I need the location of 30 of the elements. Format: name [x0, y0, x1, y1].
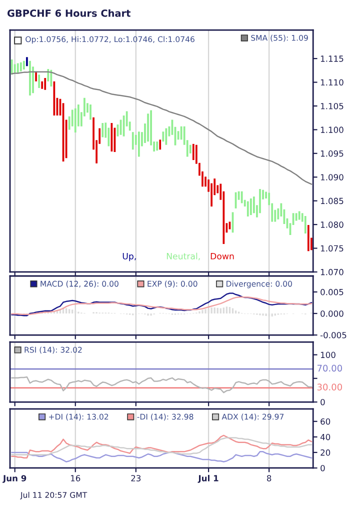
y-tick-label: 40 [320, 434, 330, 440]
y-tick-label: -0.005 [320, 332, 346, 338]
y-tick-label: 1.075 [320, 245, 344, 252]
y-tick-label: 1.080 [320, 222, 344, 228]
y-tick-label: 1.105 [320, 102, 344, 110]
ref-line-label: 70.00 [317, 364, 342, 372]
y-tick-label: 20 [320, 449, 330, 456]
text: Neutral, [166, 252, 200, 260]
text: Up, [122, 253, 136, 262]
x-tick-label: Jun 9 [2, 475, 26, 483]
y-tick-label: 0 [320, 464, 325, 472]
y-tick-label: 60 [320, 418, 330, 425]
y-tick-label: 1.115 [320, 56, 344, 62]
y-tick-label: 1.085 [320, 198, 344, 204]
y-tick-label: 1.110 [320, 79, 344, 86]
y-tick-label: 0.005 [320, 288, 344, 296]
y-tick-label: 0 [320, 399, 325, 406]
y-tick-label: 100 [320, 352, 336, 358]
y-tick-label: 1.090 [320, 174, 344, 180]
x-tick-label: 16 [70, 475, 80, 482]
x-tick-label: 8 [266, 475, 272, 482]
y-tick-label: 0.000 [320, 310, 344, 317]
series-label: Down [210, 253, 234, 260]
x-tick-label: Jul 1 [198, 474, 218, 483]
ref-line-label: 30.00 [317, 384, 342, 390]
y-tick-label: 1.070 [320, 268, 344, 276]
chart-title: GBPCHF 6 Hours Chart [7, 9, 131, 17]
y-tick-label: 1.095 [320, 150, 344, 157]
x-tick-label: 23 [131, 475, 141, 482]
y-tick-label: 1.100 [320, 126, 344, 133]
